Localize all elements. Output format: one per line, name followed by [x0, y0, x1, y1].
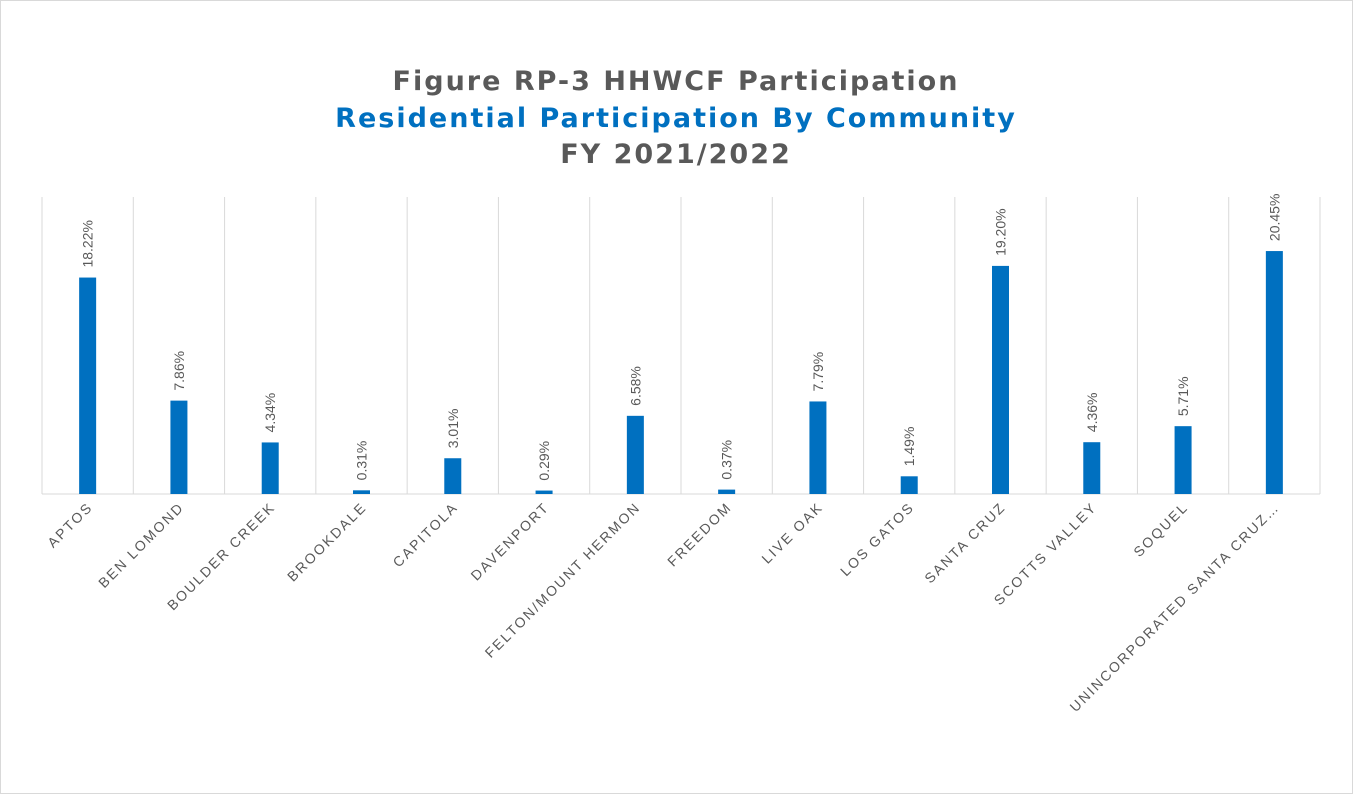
value-label: 19.20%	[993, 208, 1009, 255]
value-label: 0.37%	[719, 440, 735, 480]
bar	[900, 476, 918, 494]
bar	[1174, 426, 1192, 494]
value-label: 0.29%	[536, 441, 552, 481]
bar	[353, 490, 370, 494]
value-label: 7.86%	[171, 351, 187, 391]
bar	[992, 265, 1009, 494]
bar	[444, 458, 462, 494]
bar	[626, 415, 644, 494]
bar	[809, 401, 827, 494]
bar	[1265, 251, 1283, 494]
value-label: 1.49%	[901, 427, 917, 467]
bar	[79, 277, 97, 494]
chart-period: FY 2021/2022	[560, 139, 792, 170]
bar	[718, 489, 736, 494]
bar	[170, 400, 188, 494]
value-label: 4.34%	[262, 393, 278, 433]
value-label: 7.79%	[810, 352, 826, 392]
value-label: 18.22%	[80, 220, 96, 267]
chart-title: Figure RP-3 HHWCF Participation	[393, 66, 960, 97]
bar	[1083, 442, 1101, 494]
value-label: 6.58%	[627, 366, 643, 406]
value-label: 0.31%	[354, 441, 370, 481]
value-label: 4.36%	[1084, 393, 1100, 433]
bar	[261, 442, 279, 494]
value-label: 20.45%	[1266, 194, 1282, 241]
chart-subtitle: Residential Participation By Community	[335, 103, 1017, 134]
value-label: 3.01%	[445, 409, 461, 449]
bar	[535, 490, 553, 494]
value-label: 5.71%	[1175, 376, 1191, 416]
